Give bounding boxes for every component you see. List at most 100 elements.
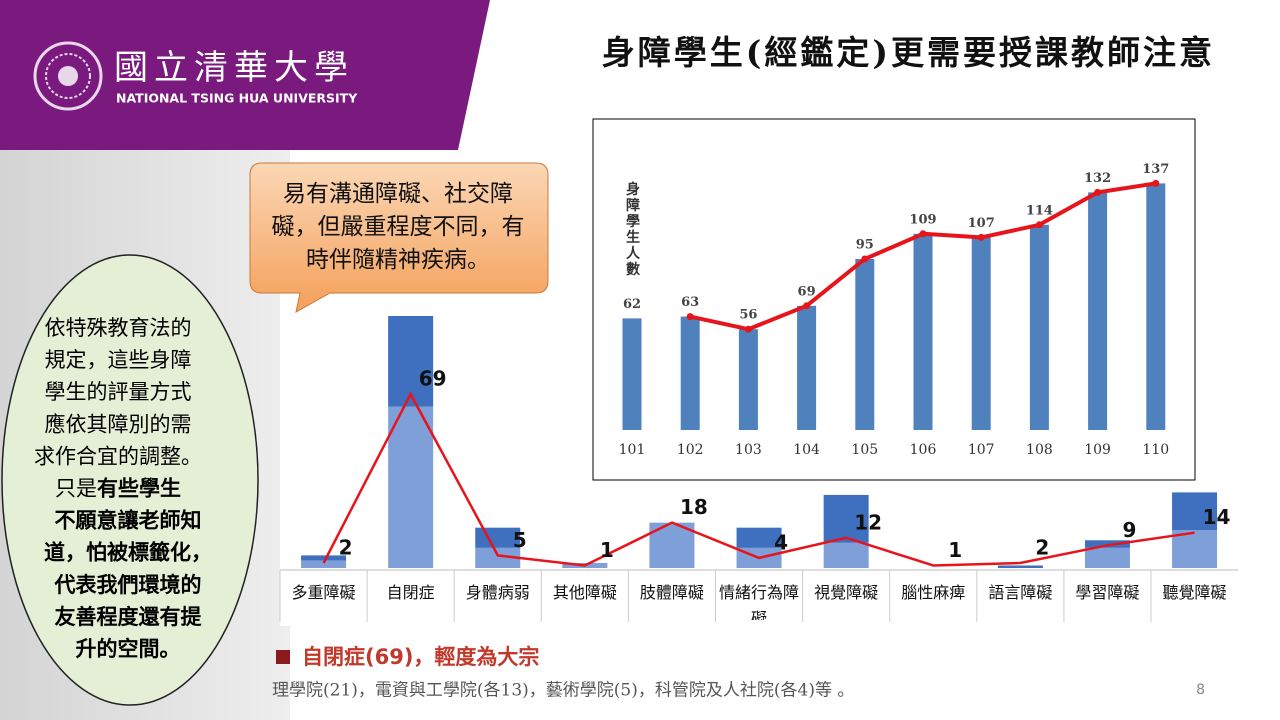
bar [797, 305, 817, 430]
y-axis-label: 身障學生人數 [626, 182, 640, 278]
note-line: 依特殊教育法的 [45, 316, 192, 340]
x-tick-label: 多重障礙 [291, 583, 356, 602]
x-tick-label: 105 [851, 442, 878, 458]
x-tick-label: 108 [1026, 442, 1053, 458]
value-label: 9 [1122, 518, 1136, 542]
bar-segment [301, 560, 347, 568]
trend-point [1152, 179, 1160, 187]
value-label: 114 [1026, 203, 1053, 218]
note-line: 規定，這些身障 [45, 348, 192, 372]
x-tick-label: 視覺障礙 [814, 583, 879, 602]
note-emphasis: 有些學生 [97, 477, 181, 501]
trend-point [1094, 188, 1102, 196]
note-line: 不願意讓老師知 [55, 509, 202, 533]
x-tick-label: 107 [968, 442, 995, 458]
x-tick-label: 學習障礙 [1075, 583, 1140, 602]
bar-segment [997, 565, 1043, 568]
x-tick-label: 103 [735, 442, 762, 458]
bar [971, 237, 991, 430]
value-label: 18 [680, 495, 708, 519]
bar-segment [736, 527, 782, 548]
x-tick-label: 語言障礙 [988, 583, 1053, 602]
x-tick-label: 101 [619, 442, 646, 458]
value-label: 56 [739, 308, 757, 323]
footnote: 理學院(21)，電資與工學院(各13)，藝術學院(5)，科管院及人社院(各4)等… [272, 681, 854, 701]
x-tick-label: 106 [910, 442, 937, 458]
note-text: 依特殊教育法的規定，這些身障學生的評量方式應依其障別的需求作合宜的調整。只是有些… [34, 316, 212, 661]
bar-segment [388, 406, 434, 568]
callout-text: 易有溝通障礙、社交障礙，但嚴重程度不同，有時伴隨精神疾病。 [271, 181, 525, 273]
note-line: 升的空間。 [76, 637, 181, 661]
logo-core [58, 66, 78, 86]
trend-point [919, 230, 927, 238]
x-tick-label: 腦性麻痺 [901, 583, 966, 602]
value-label: 132 [1084, 171, 1111, 186]
logo-en: NATIONAL TSING HUA UNIVERSITY [116, 91, 358, 106]
bullet-text: 自閉症(69)，輕度為大宗 [302, 645, 539, 669]
bar [855, 259, 875, 430]
value-label: 63 [681, 295, 699, 310]
bar [1088, 192, 1108, 430]
bar [1029, 224, 1049, 430]
bar-segment [823, 494, 869, 543]
x-tick-label: 自閉症 [386, 583, 435, 602]
value-label: 1 [948, 538, 962, 562]
value-label: 107 [968, 216, 995, 231]
bar [680, 316, 700, 430]
note-line: 只是有些學生 [55, 477, 181, 501]
callout-bubble [249, 162, 549, 313]
value-label: 5 [513, 528, 527, 552]
value-label: 12 [854, 510, 882, 534]
x-tick-label: 肢體障礙 [639, 583, 704, 602]
x-tick-label: 情緒行為障礙 [719, 583, 800, 620]
value-label: 137 [1142, 162, 1169, 177]
value-label: 69 [419, 367, 447, 391]
x-tick-label: 102 [677, 442, 704, 458]
x-tick-label: 其他障礙 [552, 583, 617, 602]
note-line: 應依其障別的需 [45, 412, 192, 436]
note-line: 求作合宜的調整。 [34, 444, 202, 468]
note-lead: 只是 [55, 477, 97, 501]
trend-point [861, 255, 869, 263]
trend-point [977, 233, 985, 241]
logo-inner [45, 53, 91, 99]
header-band [0, 0, 490, 150]
value-label: 109 [909, 212, 936, 227]
bar-segment [823, 542, 869, 568]
trend-point [744, 325, 752, 333]
value-label: 69 [798, 284, 816, 299]
value-label: 62 [623, 297, 641, 312]
bar [738, 329, 758, 430]
page-number: 8 [1196, 682, 1205, 698]
bar-segment [1084, 547, 1130, 568]
value-label: 2 [1035, 535, 1049, 559]
bar-segment [301, 555, 347, 561]
note-ellipse [1, 254, 259, 706]
trend-point [803, 302, 811, 310]
logo-cn: 國立清華大學 [114, 48, 354, 88]
value-label: 95 [856, 238, 874, 253]
note-line: 學生的評量方式 [45, 380, 192, 404]
x-tick-label: 109 [1084, 442, 1111, 458]
value-label: 4 [774, 530, 788, 554]
bullet-square [276, 650, 290, 664]
bar [622, 318, 642, 430]
bar-segment [1172, 492, 1218, 531]
value-label: 2 [339, 535, 353, 559]
value-label: 1 [600, 538, 614, 562]
trend-point [1035, 221, 1043, 229]
trend-point [686, 313, 694, 321]
slide-title: 身障學生(經鑑定)更需要授課教師注意 [602, 33, 1215, 72]
logo-ring [33, 41, 103, 111]
x-tick-label: 110 [1142, 442, 1169, 458]
note-line: 道，怕被標籤化， [44, 541, 212, 565]
bar [1146, 183, 1166, 430]
bar-segment [1172, 530, 1218, 568]
trend-line [322, 391, 1195, 567]
bar [913, 233, 933, 430]
note-line: 友善程度還有提 [55, 605, 203, 629]
x-tick-label: 聽覺障礙 [1162, 583, 1227, 602]
value-label: 14 [1203, 505, 1231, 529]
